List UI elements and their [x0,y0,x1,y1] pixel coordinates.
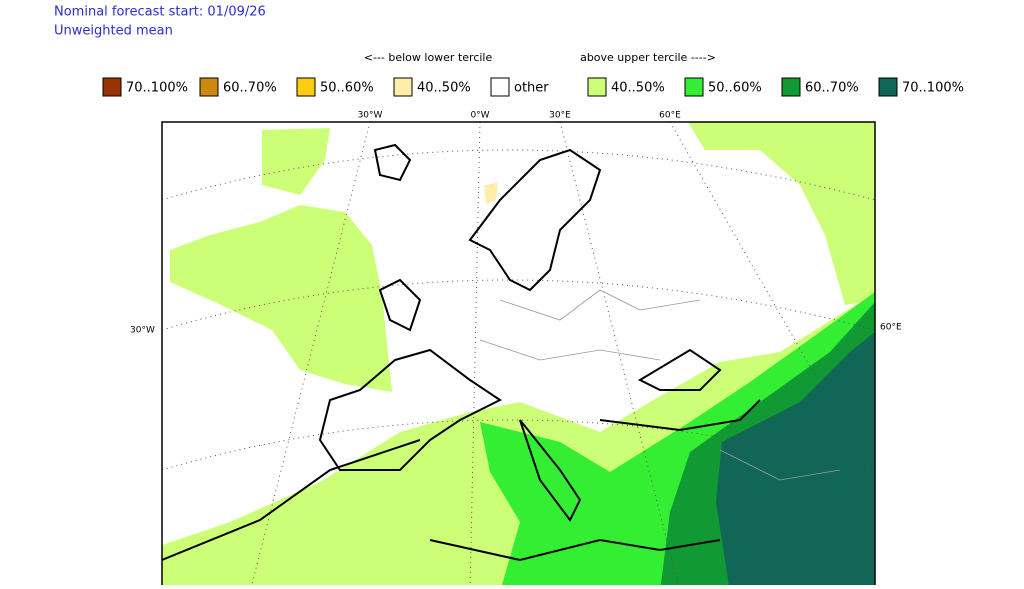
above-label: above upper tercile ----> [580,51,716,64]
legend-label: 40..50% [611,81,665,96]
mean-type: Unweighted mean [54,24,173,39]
legend-label: 70..100% [126,81,188,96]
legend-label: 50..60% [320,81,374,96]
legend-swatch [878,77,898,97]
legend-swatch [296,77,316,97]
legend-swatch [684,77,704,97]
legend-swatch [199,77,219,97]
legend-swatch [393,77,413,97]
lon-label: 30°W [358,111,383,121]
lon-label: 60°E [659,111,681,121]
legend-label: 60..70% [805,81,859,96]
lon-label: 0°W [470,111,489,121]
legend-label: other [514,81,549,96]
legend-label: 70..100% [902,81,964,96]
map [162,122,875,589]
side-label: 30°W [130,326,155,336]
legend-swatch [490,77,510,97]
side-label: 60°E [880,323,902,333]
legend: 70..100% 60..70% 50..60% 40..50% other 40..50… [102,77,964,97]
forecast-start: Nominal forecast start: 01/09/26 [54,5,266,20]
map-frame [161,121,876,589]
legend-swatch [587,77,607,97]
legend-swatch [781,77,801,97]
legend-label: 60..70% [223,81,277,96]
lon-label: 30°E [549,111,571,121]
legend-swatch [102,77,122,97]
below-label: <--- below lower tercile [364,51,493,64]
legend-label: 50..60% [708,81,762,96]
legend-label: 40..50% [417,81,471,96]
